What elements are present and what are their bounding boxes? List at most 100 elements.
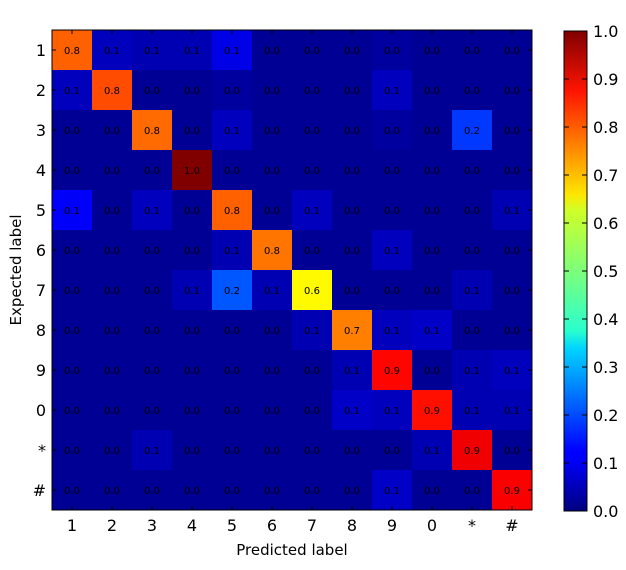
heatmap-cell	[212, 470, 252, 510]
cell-value-label: 0.1	[304, 326, 320, 337]
colorbar-tick-label: 0.3	[593, 358, 618, 377]
heatmap-cell	[92, 230, 132, 270]
plot-frame	[51, 29, 533, 511]
cell-value-label: 0.0	[384, 46, 400, 57]
cell-value-label: 0.0	[424, 286, 440, 297]
heatmap-cell	[52, 230, 92, 270]
cell-value-label: 0.0	[344, 166, 360, 177]
cell-value-label: 0.0	[64, 166, 80, 177]
cell-value-label: 0.0	[424, 206, 440, 217]
heatmap-cell	[52, 350, 92, 390]
cell-value-label: 0.0	[304, 46, 320, 57]
heatmap-cell	[292, 430, 332, 470]
heatmap-cell	[252, 110, 292, 150]
heatmap-cell	[212, 230, 252, 270]
x-axis-ticks: 1 2 3 4 5 6 7 8 9 0 * #	[67, 30, 519, 535]
cell-value-label: 0.0	[304, 166, 320, 177]
cell-value-label: 0.1	[344, 366, 360, 377]
cell-value-label: 0.0	[344, 46, 360, 57]
cell-value-label: 0.0	[64, 446, 80, 457]
cell-value-label: 0.0	[424, 246, 440, 257]
heatmap-cell	[332, 150, 372, 190]
heatmap-cell	[412, 270, 452, 310]
cell-value-label: 0.0	[344, 126, 360, 137]
cell-value-label: 0.1	[224, 246, 240, 257]
cell-value-label: 0.0	[144, 86, 160, 97]
heatmap-cell	[332, 350, 372, 390]
cell-value-label: 0.1	[304, 206, 320, 217]
heatmap-cell	[492, 390, 532, 430]
heatmap-cell	[292, 70, 332, 110]
cell-value-label: 0.0	[264, 366, 280, 377]
cell-value-label: 0.6	[304, 286, 320, 297]
heatmap-value-labels: 0.8 0.1 0.1 0.1 0.1 0.0 0.0 0.0 0.0 0.0 0.0 0.0 0.1 0…	[64, 46, 520, 497]
cell-value-label: 0.0	[384, 166, 400, 177]
cell-value-label: 0.0	[344, 206, 360, 217]
cell-value-label: 0.0	[144, 366, 160, 377]
cell-value-label: 0.1	[464, 286, 480, 297]
heatmap-cell	[252, 430, 292, 470]
colorbar-tick-label: 0.9	[593, 70, 618, 89]
heatmap-cell	[172, 270, 212, 310]
x-axis-title: Predicted label	[236, 541, 347, 559]
cell-value-label: 0.9	[504, 486, 520, 497]
x-tick-label: *	[468, 516, 476, 535]
colorbar-ticks: 0.0 0.1 0.2 0.3 0.4 0.5 0.6 0.7 0.8 0.9 1.0	[564, 22, 618, 521]
heatmap-cell	[92, 470, 132, 510]
cell-value-label: 0.0	[184, 246, 200, 257]
heatmap-cell	[92, 430, 132, 470]
cell-value-label: 0.0	[144, 486, 160, 497]
heatmap-cell	[52, 310, 92, 350]
heatmap-cell	[132, 230, 172, 270]
cell-value-label: 0.0	[424, 126, 440, 137]
cell-value-label: 1.0	[184, 166, 200, 177]
cell-value-label: 0.0	[224, 326, 240, 337]
heatmap-cell	[132, 190, 172, 230]
cell-value-label: 0.0	[304, 246, 320, 257]
cell-value-label: 0.0	[424, 486, 440, 497]
cell-value-label: 0.0	[104, 286, 120, 297]
cell-value-label: 0.0	[264, 126, 280, 137]
cell-value-label: 0.0	[504, 126, 520, 137]
cell-value-label: 0.0	[104, 406, 120, 417]
heatmap-cell	[452, 270, 492, 310]
heatmap-cell	[132, 470, 172, 510]
colorbar-tick-label: 0.6	[593, 214, 618, 233]
heatmap-cell	[172, 30, 212, 70]
cell-value-label: 0.0	[264, 206, 280, 217]
heatmap-cell	[252, 470, 292, 510]
cell-value-label: 0.0	[464, 166, 480, 177]
heatmap-cell	[172, 230, 212, 270]
x-tick-label: 7	[307, 516, 317, 535]
cell-value-label: 0.0	[424, 166, 440, 177]
cell-value-label: 0.0	[224, 406, 240, 417]
cell-value-label: 0.0	[104, 366, 120, 377]
cell-value-label: 0.1	[384, 326, 400, 337]
cell-value-label: 0.9	[384, 366, 400, 377]
heatmap-cell	[412, 350, 452, 390]
heatmap-cell	[52, 150, 92, 190]
cell-value-label: 0.1	[64, 206, 80, 217]
cell-value-label: 0.1	[464, 406, 480, 417]
heatmap-cell	[132, 310, 172, 350]
heatmap-cell	[252, 310, 292, 350]
cell-value-label: 0.0	[264, 86, 280, 97]
heatmap-cell	[372, 310, 412, 350]
heatmap-cell	[492, 110, 532, 150]
heatmap-grid	[52, 30, 532, 510]
cell-value-label: 0.0	[64, 366, 80, 377]
cell-value-label: 0.0	[464, 206, 480, 217]
heatmap-cell	[252, 270, 292, 310]
y-tick-label: 3	[36, 121, 46, 140]
heatmap-cell	[172, 70, 212, 110]
heatmap-cell	[332, 470, 372, 510]
heatmap-cell	[132, 110, 172, 150]
heatmap-cell	[332, 30, 372, 70]
colorbar-tick-label: 0.4	[593, 310, 618, 329]
x-tick-label: #	[505, 516, 518, 535]
cell-value-label: 0.0	[64, 126, 80, 137]
heatmap-cell	[452, 310, 492, 350]
cell-value-label: 0.0	[504, 446, 520, 457]
heatmap-cell	[492, 30, 532, 70]
